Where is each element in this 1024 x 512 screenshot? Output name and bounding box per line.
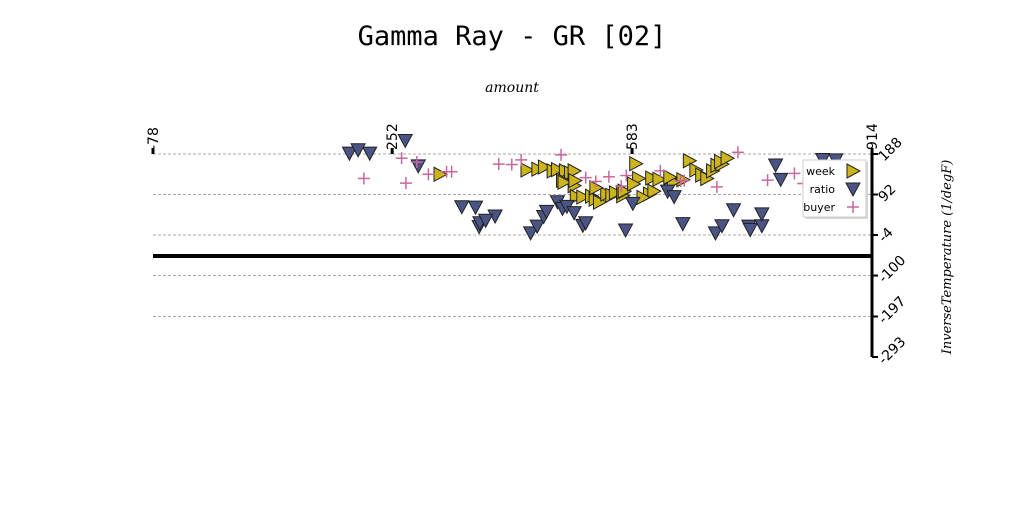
- y-tick-label: -100: [876, 253, 910, 287]
- week-point: [537, 159, 553, 175]
- series-buyer: [357, 146, 850, 193]
- ratio-point: [453, 200, 470, 215]
- buyer-point: [615, 180, 628, 193]
- week-point: [676, 171, 691, 188]
- buyer-point: [515, 153, 528, 166]
- buyer-point: [710, 180, 723, 193]
- ratio-point: [341, 146, 358, 162]
- y-tick-label: -293: [876, 334, 910, 368]
- ratio-point: [361, 146, 378, 162]
- ratio-point: [674, 217, 691, 232]
- buyer-point: [505, 158, 518, 171]
- ratio-point: [772, 172, 789, 188]
- ratio-point: [477, 213, 494, 229]
- ratio-point: [767, 158, 784, 174]
- buyer-point: [492, 158, 505, 171]
- legend-marker-buyer: [847, 201, 859, 213]
- buyer-point: [422, 168, 435, 181]
- ratio-point: [753, 207, 770, 222]
- buyer-point: [761, 174, 774, 187]
- x-tick-label: 914: [865, 123, 881, 150]
- y-tick-label: -4: [876, 225, 897, 246]
- legend-label-buyer: buyer: [803, 201, 835, 214]
- ratio-point: [577, 216, 594, 231]
- ratio-point: [624, 196, 641, 212]
- week-point: [550, 161, 566, 178]
- buyer-point: [731, 146, 744, 159]
- ratio-point: [397, 133, 414, 149]
- x-axis-label: amount: [485, 80, 539, 96]
- buyer-point: [410, 156, 423, 169]
- buyer-point: [602, 170, 615, 183]
- legend-label-week: week: [806, 165, 836, 178]
- x-tick-label: 583: [625, 123, 641, 150]
- ratio-point: [410, 159, 427, 174]
- buyer-point: [555, 148, 568, 161]
- buyer-point: [788, 167, 801, 180]
- buyer-point: [589, 175, 602, 188]
- legend-label-ratio: ratio: [810, 183, 836, 196]
- ratio-point: [467, 200, 484, 216]
- ratio-point: [666, 190, 682, 205]
- ratio-point: [350, 143, 366, 158]
- week-point: [720, 150, 736, 167]
- week-point: [627, 176, 642, 192]
- week-point: [647, 183, 662, 199]
- x-tick-label: -78: [146, 127, 162, 150]
- ratio-point: [707, 226, 724, 241]
- ratio-point: [617, 223, 634, 239]
- legend-marker-ratio: [845, 182, 861, 198]
- ratio-point: [529, 219, 545, 235]
- week-point: [433, 166, 449, 183]
- week-point: [629, 155, 644, 172]
- week-point: [592, 194, 608, 210]
- week-point: [608, 184, 624, 201]
- buyer-point: [395, 152, 408, 165]
- y-tick-label: 92: [876, 181, 900, 205]
- buyer-point: [357, 172, 370, 185]
- ratio-point: [714, 219, 730, 234]
- buyer-point: [678, 174, 691, 187]
- buyer-point: [620, 169, 633, 182]
- week-point: [663, 169, 678, 186]
- data-points: [341, 133, 850, 241]
- buyer-point: [445, 165, 458, 178]
- ratio-point: [522, 226, 539, 241]
- ratio-point: [742, 223, 759, 238]
- y-tick-label: -197: [876, 294, 910, 328]
- ratio-point: [566, 206, 582, 221]
- ratio-point: [538, 204, 555, 220]
- ratio-point: [725, 203, 742, 218]
- week-point: [652, 171, 667, 188]
- buyer-point: [399, 177, 412, 190]
- week-point: [557, 174, 573, 191]
- legend: week ratio buyer: [802, 159, 868, 219]
- y-axis-label: InverseTemperature (1/degF): [940, 160, 955, 356]
- week-point: [520, 162, 536, 178]
- week-point: [645, 170, 660, 186]
- week-point: [576, 189, 591, 205]
- x-tick-label: 252: [385, 123, 401, 150]
- legend-marker-week: [846, 163, 862, 179]
- buyer-point: [654, 164, 667, 177]
- chart-title: Gamma Ray - GR [02]: [358, 21, 667, 52]
- buyer-point: [579, 171, 592, 184]
- week-point: [568, 172, 583, 189]
